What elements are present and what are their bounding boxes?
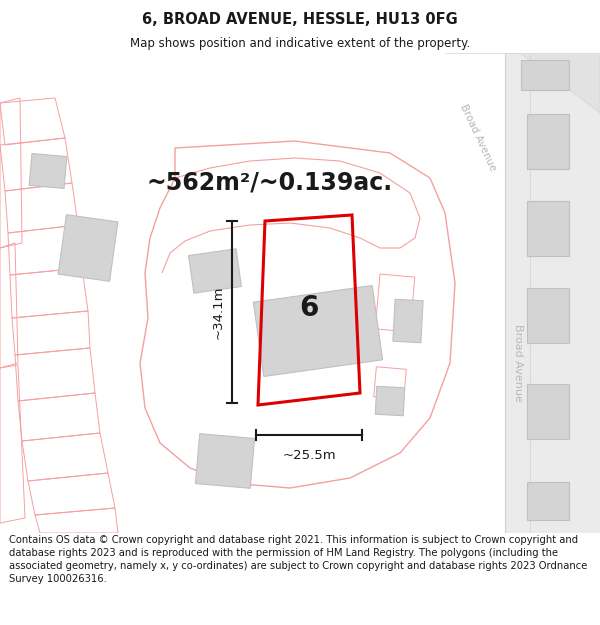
Text: Broad Avenue: Broad Avenue bbox=[513, 324, 523, 402]
Text: ~25.5m: ~25.5m bbox=[282, 449, 336, 462]
Text: 6, BROAD AVENUE, HESSLE, HU13 0FG: 6, BROAD AVENUE, HESSLE, HU13 0FG bbox=[142, 12, 458, 27]
Polygon shape bbox=[196, 434, 254, 488]
Text: Broad Avenue: Broad Avenue bbox=[458, 103, 498, 173]
Text: Map shows position and indicative extent of the property.: Map shows position and indicative extent… bbox=[130, 37, 470, 50]
Polygon shape bbox=[505, 53, 600, 533]
Polygon shape bbox=[527, 114, 569, 169]
Polygon shape bbox=[527, 384, 569, 439]
Polygon shape bbox=[58, 214, 118, 281]
Text: ~562m²/~0.139ac.: ~562m²/~0.139ac. bbox=[147, 171, 393, 195]
Polygon shape bbox=[527, 201, 569, 256]
Polygon shape bbox=[521, 60, 569, 90]
Polygon shape bbox=[445, 53, 600, 103]
Polygon shape bbox=[527, 482, 569, 520]
Polygon shape bbox=[393, 299, 423, 343]
Polygon shape bbox=[527, 288, 569, 342]
Polygon shape bbox=[375, 386, 405, 416]
Polygon shape bbox=[445, 53, 600, 113]
Polygon shape bbox=[29, 154, 67, 189]
Polygon shape bbox=[188, 249, 241, 293]
Polygon shape bbox=[253, 286, 383, 376]
Text: 6: 6 bbox=[299, 294, 319, 322]
Text: Contains OS data © Crown copyright and database right 2021. This information is : Contains OS data © Crown copyright and d… bbox=[9, 535, 587, 584]
Text: ~34.1m: ~34.1m bbox=[212, 285, 224, 339]
